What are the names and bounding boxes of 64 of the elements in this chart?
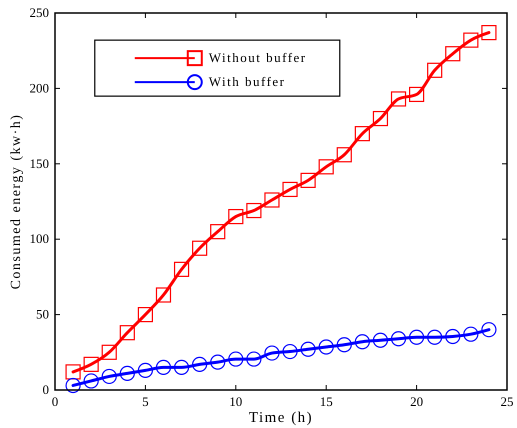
point — [481, 25, 497, 40]
point — [300, 342, 316, 357]
point — [138, 307, 153, 322]
x-tick-label: 20 — [410, 394, 424, 409]
point — [174, 360, 190, 375]
point — [156, 360, 172, 375]
point — [120, 366, 135, 382]
x-axis-title: Time (h) — [248, 410, 314, 426]
point — [372, 332, 388, 348]
x-tick-label: 25 — [500, 394, 514, 409]
point — [300, 172, 316, 188]
point — [427, 62, 442, 78]
x-tick-label: 5 — [142, 394, 149, 409]
point — [318, 159, 334, 174]
point — [84, 356, 99, 372]
point — [354, 334, 370, 350]
point — [354, 126, 370, 142]
y-tick-label: 200 — [30, 80, 49, 96]
point — [463, 32, 478, 48]
point — [463, 326, 478, 342]
point — [409, 330, 424, 345]
point — [192, 240, 208, 256]
point — [264, 345, 280, 361]
x-tick-label: 15 — [320, 394, 333, 409]
y-tick-label: 0 — [42, 382, 49, 397]
point — [210, 354, 226, 370]
point — [390, 91, 406, 107]
point — [210, 224, 226, 240]
legend-label: Without buffer — [208, 50, 307, 66]
point — [138, 362, 153, 378]
y-tick-label: 100 — [30, 231, 49, 246]
point — [228, 208, 244, 224]
point — [192, 356, 208, 372]
point — [390, 331, 406, 346]
point — [120, 325, 135, 340]
point — [318, 339, 334, 355]
y-axis-title: Consumed energy (kw·h) — [9, 114, 24, 290]
legend-label: With buffer — [208, 74, 286, 90]
y-tick-label: 50 — [36, 306, 49, 322]
point — [445, 328, 460, 344]
point — [427, 330, 442, 345]
point — [65, 378, 81, 394]
point — [102, 344, 117, 360]
y-tick-label: 150 — [30, 156, 49, 171]
point — [481, 322, 497, 338]
point — [228, 351, 244, 367]
y-tick-label: 250 — [30, 5, 49, 20]
point — [246, 202, 262, 218]
x-tick-label: 0 — [52, 394, 58, 409]
point — [372, 110, 388, 126]
point — [174, 262, 190, 277]
point — [445, 46, 460, 62]
point — [156, 287, 172, 303]
point — [336, 337, 352, 352]
point — [409, 86, 424, 102]
point — [264, 192, 280, 208]
point — [84, 373, 99, 389]
point — [282, 182, 298, 198]
point — [336, 147, 352, 162]
x-tick-label: 10 — [229, 394, 242, 409]
point — [102, 368, 117, 384]
point — [246, 351, 262, 367]
point — [282, 344, 298, 360]
point — [65, 364, 81, 380]
